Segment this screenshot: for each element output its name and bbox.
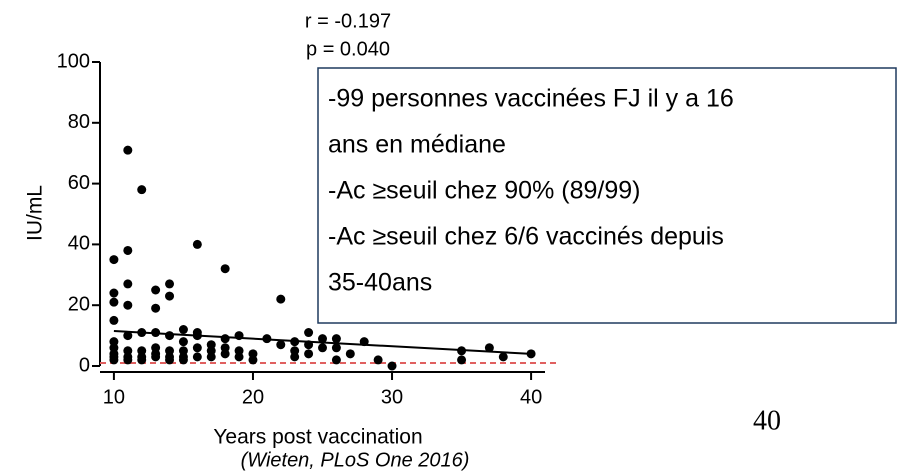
point	[137, 355, 147, 365]
point	[123, 279, 133, 289]
y-tick-label: 40	[68, 233, 90, 255]
point	[178, 355, 188, 365]
text-box-line: -Ac ≥seuil chez 90% (89/99)	[328, 177, 640, 205]
y-tick-label: 80	[68, 111, 90, 133]
point	[165, 279, 175, 289]
y-axis-label: IU/mL	[24, 185, 47, 241]
point	[109, 255, 119, 265]
text-box-line: -Ac ≥seuil chez 6/6 vaccinés depuis	[328, 223, 724, 251]
point	[192, 352, 202, 362]
point	[220, 264, 230, 274]
x-tick-label: 20	[242, 386, 264, 408]
point	[290, 352, 300, 362]
point	[192, 239, 202, 249]
point	[151, 303, 161, 313]
point	[276, 294, 286, 304]
y-tick-label: 60	[68, 172, 90, 194]
annotation: p = 0.040	[306, 38, 390, 60]
point	[123, 300, 133, 310]
annotation: r = -0.197	[305, 10, 391, 32]
point	[109, 297, 119, 307]
point	[151, 285, 161, 295]
point	[165, 355, 175, 365]
x-tick-label: 40	[520, 386, 542, 408]
y-tick-label: 20	[68, 293, 90, 315]
text-box	[317, 67, 897, 324]
point	[109, 288, 119, 298]
point	[123, 331, 133, 341]
point	[123, 355, 133, 365]
y-tick-label: 100	[57, 50, 90, 72]
point	[220, 334, 230, 344]
point	[220, 349, 230, 359]
point	[276, 340, 286, 350]
text-box-line: -99 personnes vaccinées FJ il y a 16	[328, 85, 734, 113]
point	[318, 334, 327, 344]
point	[234, 352, 244, 362]
page-number: 40	[753, 405, 781, 436]
point	[318, 343, 327, 353]
point	[109, 315, 119, 325]
point	[151, 352, 161, 362]
x-tick-label: 30	[381, 386, 403, 408]
x-axis-label: Years post vaccination	[213, 426, 422, 449]
point	[498, 352, 508, 362]
point	[178, 325, 188, 335]
text-box-line: ans en médiane	[328, 131, 506, 159]
point	[123, 145, 133, 155]
point	[206, 352, 216, 362]
text-box-line: 35-40ans	[328, 269, 432, 297]
point	[178, 337, 188, 347]
point	[109, 355, 119, 365]
point	[192, 343, 202, 353]
x-tick-label: 10	[103, 386, 125, 408]
trend-line	[113, 330, 532, 355]
point	[137, 185, 147, 195]
point	[331, 355, 341, 365]
point	[165, 291, 175, 301]
point	[165, 331, 175, 341]
point	[331, 334, 341, 344]
point	[123, 245, 133, 255]
point	[484, 343, 494, 353]
point	[304, 349, 314, 359]
point	[248, 355, 258, 365]
point	[373, 355, 383, 365]
point	[345, 349, 355, 359]
citation: (Wieten, PLoS One 2016)	[241, 449, 470, 471]
point	[331, 343, 341, 353]
point	[457, 355, 467, 365]
point	[304, 328, 314, 338]
point	[387, 361, 397, 371]
y-tick-label: 0	[79, 354, 90, 376]
